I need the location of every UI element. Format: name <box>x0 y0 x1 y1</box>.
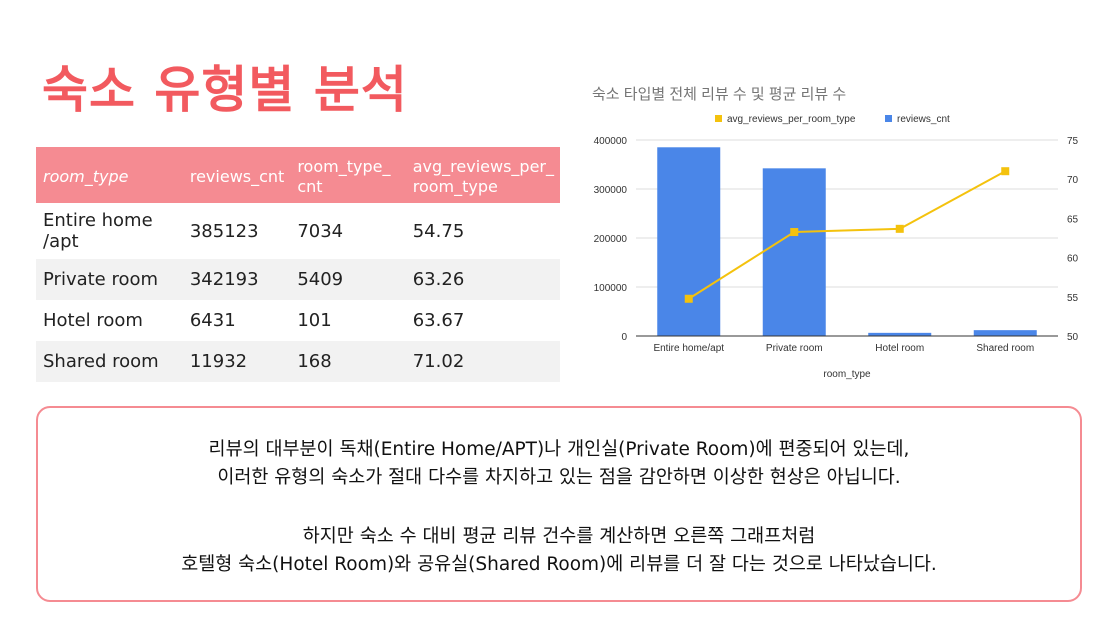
table-header-row: room_type reviews_cnt room_type_ cnt avg… <box>36 147 560 203</box>
chart-svg: 숙소 타입별 전체 리뷰 수 및 평균 리뷰 수 avg_reviews_per_… <box>592 86 1079 380</box>
x-tick-label: Shared room <box>976 343 1034 354</box>
y-right-tick-label: 60 <box>1067 254 1079 265</box>
point-avg-reviews <box>790 228 799 237</box>
header-avg-reviews: avg_reviews_per_ room_type <box>405 147 560 203</box>
cell-reviews-cnt: 342193 <box>182 259 291 300</box>
note-paragraph-1: 리뷰의 대부분이 독채(Entire Home/APT)나 개인실(Privat… <box>38 436 1080 492</box>
y-right-tick-label: 65 <box>1067 214 1079 225</box>
y-right-tick-label: 55 <box>1067 293 1079 304</box>
point-avg-reviews <box>895 224 904 233</box>
cell-room-type-cnt: 101 <box>297 310 332 331</box>
cell-avg-reviews: 71.02 <box>405 341 560 382</box>
x-tick-label: Hotel room <box>875 343 924 354</box>
slide-title: 숙소 유형별 분석 <box>42 61 408 119</box>
y-left-tick-label: 200000 <box>594 234 628 245</box>
x-axis-label: room_type <box>823 369 871 380</box>
cell-reviews-cnt: 385123 <box>189 220 259 242</box>
cell-room-type: Private room <box>36 259 183 300</box>
legend-swatch-avg <box>715 115 722 122</box>
cell-room-type: Shared room <box>36 341 183 382</box>
bar-reviews-cnt <box>973 330 1037 336</box>
cell-room-type: Entire home /apt <box>43 210 153 252</box>
room-type-table: room_type reviews_cnt room_type_ cnt avg… <box>36 147 560 382</box>
note-line: 하지만 숙소 수 대비 평균 리뷰 건수를 계산하면 오른쪽 그래프처럼 <box>302 526 816 547</box>
cell-avg-reviews: 63.67 <box>412 310 465 331</box>
note-line: 리뷰의 대부분이 독채(Entire Home/APT)나 개인실(Privat… <box>208 439 910 460</box>
line-avg-reviews <box>688 170 1006 300</box>
y-right-tick-label: 70 <box>1067 175 1079 186</box>
cell-avg-reviews: 54.75 <box>412 220 465 242</box>
y-left-tick-label: 300000 <box>594 185 628 196</box>
point-avg-reviews <box>684 294 693 303</box>
combo-chart: 숙소 타입별 전체 리뷰 수 및 평균 리뷰 수 avg_reviews_per_… <box>572 75 1092 395</box>
header-room-type: room_type <box>36 147 183 203</box>
table-row: Entire home /apt 385123 7034 54.75 <box>36 203 560 259</box>
summary-note-box: 리뷰의 대부분이 독채(Entire Home/APT)나 개인실(Privat… <box>36 406 1082 602</box>
point-avg-reviews <box>1001 167 1010 176</box>
y-left-tick-label: 0 <box>621 332 627 343</box>
bar-reviews-cnt <box>762 168 826 336</box>
chart-title: 숙소 타입별 전체 리뷰 수 및 평균 리뷰 수 <box>592 86 846 103</box>
note-paragraph-2: 하지만 숙소 수 대비 평균 리뷰 건수를 계산하면 오른쪽 그래프처럼 호텔형… <box>38 523 1080 579</box>
cell-room-type-cnt: 5409 <box>290 259 406 300</box>
x-tick-label: Private room <box>766 343 823 354</box>
note-line: 이러한 유형의 숙소가 절대 다수를 차지하고 있는 점을 감안하면 이상한 현… <box>217 467 901 488</box>
y-left-tick-label: 400000 <box>594 136 628 147</box>
cell-reviews-cnt: 11932 <box>182 341 291 382</box>
table-row: Shared room 11932 168 71.02 <box>36 341 560 382</box>
note-line: 호텔형 숙소(Hotel Room)와 공유실(Shared Room)에 리뷰… <box>181 554 937 575</box>
header-reviews-cnt: reviews_cnt <box>182 147 291 203</box>
header-room-type-cnt: room_type_ cnt <box>290 147 406 203</box>
legend-swatch-reviews <box>885 115 892 122</box>
y-left-tick-label: 100000 <box>594 283 628 294</box>
table-row: Private room 342193 5409 63.26 <box>36 259 560 300</box>
cell-reviews-cnt: 6431 <box>189 310 236 331</box>
table-row: Hotel room 6431 101 63.67 <box>36 300 560 341</box>
legend-label-avg: avg_reviews_per_room_type <box>727 114 856 125</box>
y-right-tick-label: 50 <box>1067 332 1079 343</box>
legend-label-reviews: reviews_cnt <box>897 114 950 125</box>
cell-room-type: Hotel room <box>43 310 143 331</box>
x-tick-label: Entire home/apt <box>653 343 724 354</box>
y-right-tick-label: 75 <box>1067 136 1079 147</box>
bar-reviews-cnt <box>657 147 721 336</box>
bar-reviews-cnt <box>868 332 932 336</box>
cell-room-type-cnt: 7034 <box>297 220 344 242</box>
cell-room-type-cnt: 168 <box>290 341 406 382</box>
cell-avg-reviews: 63.26 <box>405 259 560 300</box>
